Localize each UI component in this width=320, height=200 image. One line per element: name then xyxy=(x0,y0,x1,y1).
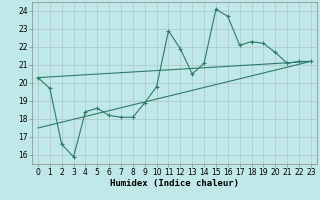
X-axis label: Humidex (Indice chaleur): Humidex (Indice chaleur) xyxy=(110,179,239,188)
